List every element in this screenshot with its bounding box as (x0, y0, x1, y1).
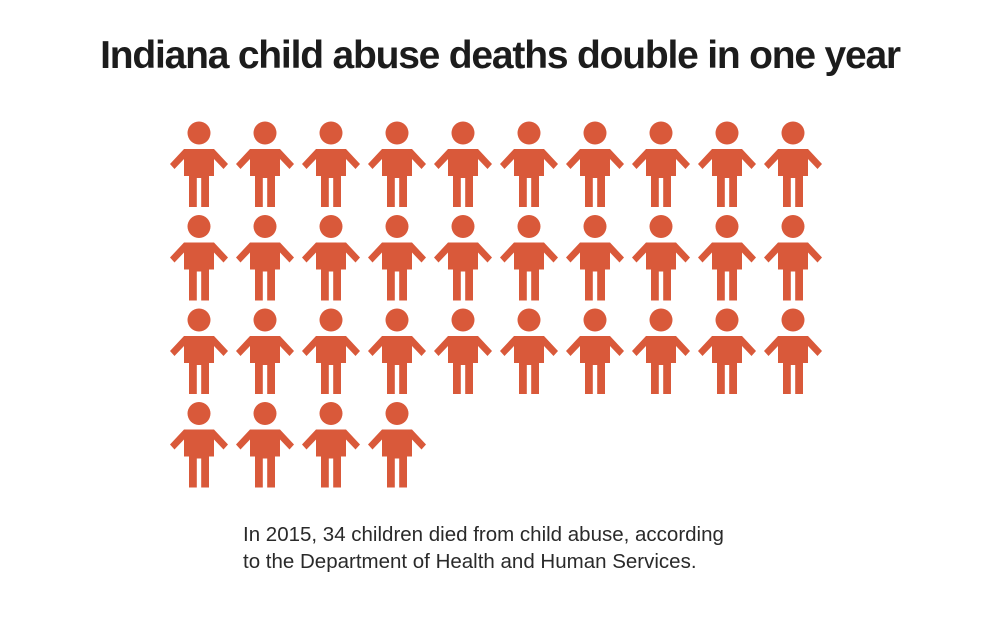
child-figure-icon (764, 121, 822, 207)
chart-title: Indiana child abuse deaths double in one… (100, 34, 901, 77)
child-figure-icon (434, 308, 492, 394)
child-figure-icon (566, 121, 624, 207)
child-figure-icon (170, 402, 228, 488)
child-figure-icon (698, 215, 756, 301)
child-figure-icon (368, 308, 426, 394)
child-figure-icon (170, 215, 228, 301)
child-figure-icon (368, 215, 426, 301)
child-figure-icon (632, 215, 690, 301)
child-figure-icon (302, 215, 360, 301)
caption-line-2: to the Department of Health and Human Se… (243, 550, 697, 573)
child-figure-icon (170, 308, 228, 394)
child-figure-icon (764, 308, 822, 394)
child-figure-icon (632, 308, 690, 394)
caption: In 2015, 34 children died from child abu… (243, 521, 803, 575)
child-figure-icon (500, 308, 558, 394)
child-figure-icon (170, 121, 228, 207)
child-figure-icon (698, 308, 756, 394)
child-figure-icon (566, 215, 624, 301)
child-figure-icon (236, 402, 294, 488)
child-figure-icon (566, 308, 624, 394)
child-figure-icon (302, 308, 360, 394)
child-figure-icon (368, 402, 426, 488)
child-figure-icon (632, 121, 690, 207)
caption-line-1: In 2015, 34 children died from child abu… (243, 523, 724, 546)
child-figure-icon (302, 402, 360, 488)
child-figure-icon (434, 215, 492, 301)
child-figure-icon (698, 121, 756, 207)
child-figure-icon (368, 121, 426, 207)
child-figure-icon (500, 215, 558, 301)
child-figure-icon (434, 121, 492, 207)
child-figure-icon (236, 121, 294, 207)
child-figure-icon (764, 215, 822, 301)
child-figure-icon (236, 215, 294, 301)
child-figure-icon (500, 121, 558, 207)
child-figure-icon (302, 121, 360, 207)
child-figure-icon (236, 308, 294, 394)
